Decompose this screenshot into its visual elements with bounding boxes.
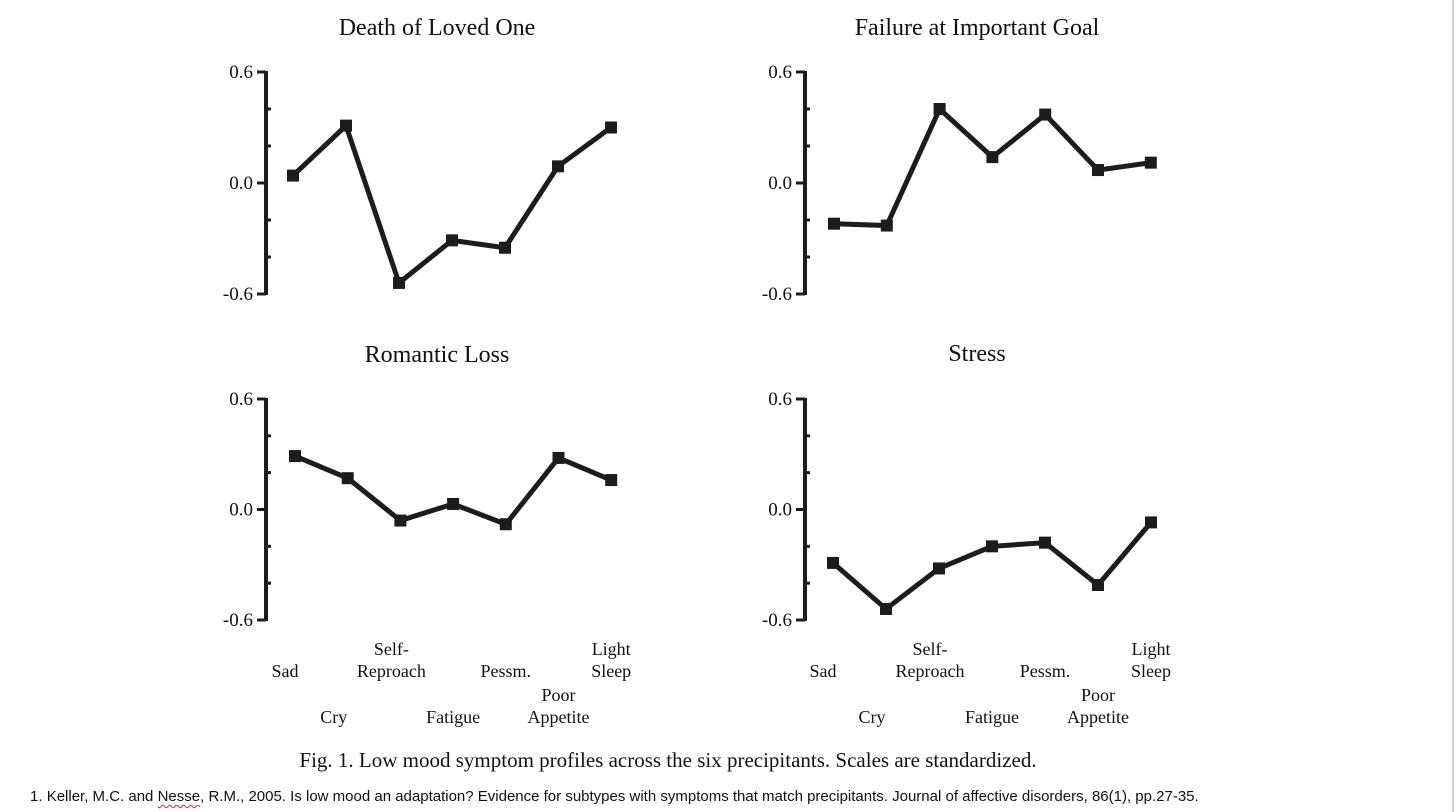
category-label: Reproach (896, 661, 965, 681)
reference-number: 1. (30, 788, 43, 805)
category-label: Light (592, 639, 631, 659)
category-label: Reproach (357, 661, 426, 681)
chart-panel-3: Romantic Loss 0.6 0.0 -0.6 (223, 342, 618, 631)
data-point-6 (1092, 579, 1104, 592)
category-label: Self- (913, 639, 948, 659)
reference-author-1: Keller, M.C. and (46, 788, 154, 805)
reference-citation: 1. Keller, M.C. and Nesse, R.M., 2005. I… (30, 788, 1199, 805)
category-label: Self- (374, 639, 409, 659)
category-labels-2: Sad Cry Self-Reproach Fatigue Pessm. PoorAppe… (810, 639, 1172, 727)
data-point-1 (827, 556, 839, 569)
y-tick-label: -0.6 (762, 610, 792, 631)
data-point-2 (340, 119, 352, 132)
data-point-7 (1144, 156, 1157, 169)
data-point-5 (1039, 536, 1051, 549)
data-point-3 (393, 276, 405, 289)
right-frame-line (1452, 0, 1454, 812)
series-line (831, 520, 1153, 613)
y-tick-label: 0.6 (229, 389, 253, 410)
data-point-2 (341, 472, 354, 485)
data-point-6 (1092, 164, 1104, 177)
chart-title: Death of Loved One (339, 15, 536, 41)
y-tick-label: 0.6 (768, 389, 792, 410)
y-tick-label: -0.6 (223, 610, 253, 631)
data-point-1 (287, 169, 299, 182)
category-labels-1: Sad Cry Self-Reproach Fatigue Pessm. PoorAppe… (272, 639, 632, 727)
reference-rest: , R.M., 2005. Is low mood an adaptation?… (200, 788, 1199, 805)
y-tick-label: 0.0 (768, 173, 792, 194)
data-point-5 (499, 518, 512, 531)
category-label: Fatigue (965, 707, 1019, 727)
category-label: Pessm. (1020, 661, 1071, 681)
data-point-5 (1039, 108, 1052, 121)
data-point-4 (447, 497, 460, 510)
data-point-4 (986, 540, 998, 553)
category-label: Pessm. (481, 661, 532, 681)
series-line (294, 453, 613, 528)
data-point-7 (605, 121, 617, 134)
y-tick-label: 0.6 (768, 62, 792, 83)
chart-panel-4: Stress 0.6 0.0 -0.6 (762, 341, 1157, 631)
category-label: Sad (810, 661, 837, 681)
chart-title: Stress (948, 341, 1005, 367)
data-point-7 (605, 474, 618, 487)
category-label: Sleep (1131, 661, 1171, 681)
y-tick-label: 0.0 (229, 500, 253, 521)
data-point-3 (933, 103, 946, 115)
data-point-4 (986, 151, 999, 164)
data-point-2 (880, 219, 893, 232)
category-label: Sleep (591, 661, 631, 681)
reference-author-2: Nesse (157, 788, 201, 805)
y-tick-label: -0.6 (762, 284, 792, 305)
data-point-1 (289, 450, 301, 463)
category-label: Poor (1081, 685, 1115, 705)
y-tick-label: 0.0 (229, 173, 253, 194)
y-tick-label: 0.6 (229, 62, 253, 83)
data-point-3 (394, 514, 407, 527)
category-label: Light (1132, 639, 1171, 659)
category-label: Sad (272, 661, 299, 681)
category-label: Poor (541, 685, 575, 705)
category-label: Cry (859, 707, 886, 727)
y-tick-label: -0.6 (223, 284, 253, 305)
data-point-4 (446, 234, 458, 247)
y-tick-label: 0.0 (768, 500, 792, 521)
category-label: Fatigue (426, 707, 480, 727)
data-point-6 (552, 160, 564, 173)
category-label: Appetite (1067, 707, 1129, 727)
chart-panel-1: Death of Loved One 0.6 0.0 -0.6 (223, 15, 617, 305)
chart-title: Failure at Important Goal (855, 15, 1100, 41)
data-point-1 (828, 217, 840, 230)
chart-panel-2: Failure at Important Goal 0.6 0.0 -0.6 (762, 15, 1157, 305)
chart-title: Romantic Loss (365, 342, 510, 368)
category-label: Cry (320, 707, 347, 727)
data-point-6 (552, 451, 565, 464)
data-point-3 (933, 562, 945, 575)
category-label: Appetite (528, 707, 590, 727)
data-point-7 (1145, 516, 1157, 529)
series-line (291, 121, 613, 288)
figure-caption: Fig. 1. Low mood symptom profiles across… (299, 748, 1037, 772)
data-point-2 (880, 602, 892, 615)
data-point-5 (499, 241, 511, 254)
